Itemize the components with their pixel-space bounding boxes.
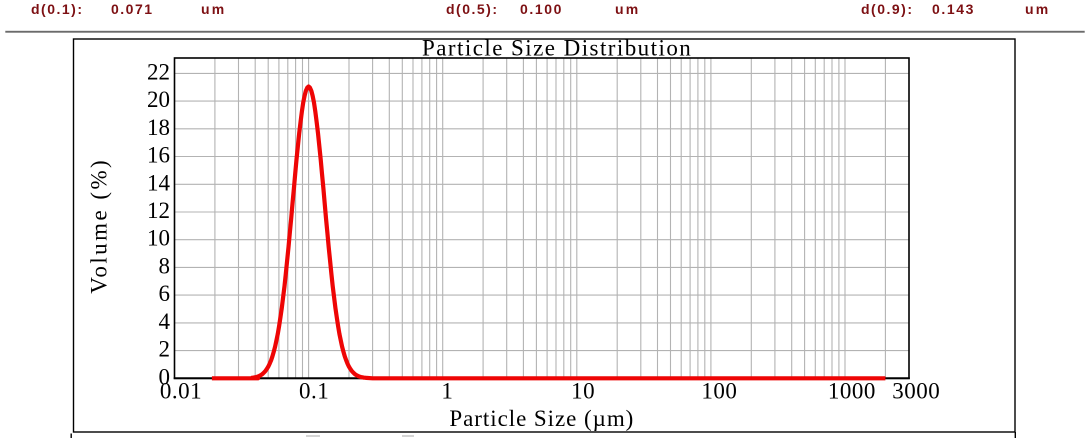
svg-text:10: 10 <box>571 378 595 403</box>
svg-text:1000: 1000 <box>828 378 876 403</box>
svg-text:d(0.9):: d(0.9): <box>861 1 914 17</box>
svg-text:um: um <box>615 1 640 17</box>
svg-text:18: 18 <box>147 115 170 140</box>
svg-text:20: 20 <box>147 87 170 112</box>
svg-text:12: 12 <box>147 198 170 223</box>
svg-text:um: um <box>1025 1 1050 17</box>
svg-text:Particle Size Distribution: Particle Size Distribution <box>422 35 692 60</box>
svg-text:1: 1 <box>441 378 453 403</box>
svg-text:d(0.1):: d(0.1): <box>31 1 84 17</box>
svg-text:4: 4 <box>159 309 171 334</box>
svg-text:d(0.5):: d(0.5): <box>446 1 499 17</box>
svg-text:100: 100 <box>701 378 737 403</box>
svg-text:um: um <box>201 1 226 17</box>
svg-text:0.100: 0.100 <box>520 1 563 17</box>
svg-text:22: 22 <box>147 59 170 84</box>
svg-text:14: 14 <box>147 170 171 195</box>
svg-text:Particle Size (µm): Particle Size (µm) <box>449 406 634 431</box>
svg-text:0.1: 0.1 <box>299 378 329 403</box>
svg-text:3000: 3000 <box>892 378 940 403</box>
svg-text:16: 16 <box>147 143 170 168</box>
svg-text:0.143: 0.143 <box>932 1 975 17</box>
svg-text:2: 2 <box>159 337 171 362</box>
svg-text:8: 8 <box>159 253 171 278</box>
svg-text:Volume (%): Volume (%) <box>86 158 111 294</box>
svg-text:10: 10 <box>147 226 170 251</box>
svg-text:0.01: 0.01 <box>160 378 202 403</box>
svg-text:0: 0 <box>159 364 171 389</box>
svg-text:6: 6 <box>159 281 171 306</box>
svg-text:0.071: 0.071 <box>111 1 154 17</box>
